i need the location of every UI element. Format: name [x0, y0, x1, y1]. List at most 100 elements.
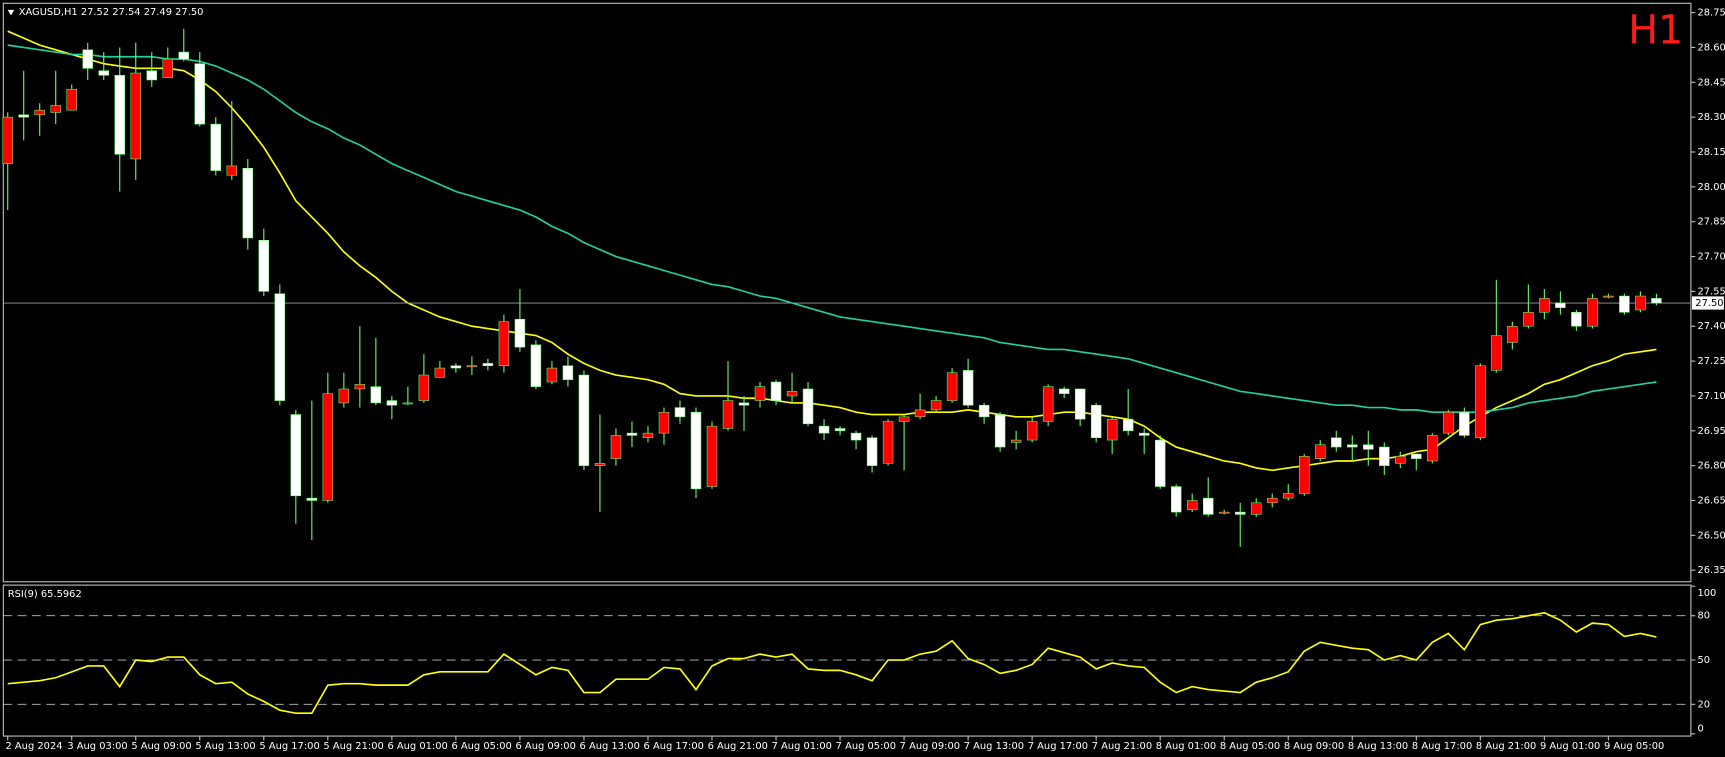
y-tick-label: 28.15	[1697, 147, 1725, 158]
x-tick-label: 9 Aug 01:00	[1540, 741, 1600, 752]
candle-body	[322, 393, 334, 501]
candle-body	[1186, 500, 1198, 511]
candle-body	[658, 411, 670, 434]
candle-body	[226, 165, 238, 176]
x-tick-label: 6 Aug 01:00	[387, 741, 447, 752]
candle-body	[386, 400, 398, 406]
candle-body	[1074, 388, 1086, 420]
x-tick-label: 2 Aug 2024	[6, 741, 63, 752]
x-tick-label: 7 Aug 13:00	[964, 741, 1024, 752]
y-tick-label: 26.95	[1697, 426, 1725, 437]
candle-body	[1491, 335, 1502, 371]
candle-body	[1523, 312, 1534, 327]
candle-body	[1331, 437, 1342, 448]
candle-body	[146, 70, 157, 81]
candle-body	[114, 75, 125, 155]
y-tick-label: 26.35	[1697, 565, 1725, 576]
candle-body	[786, 391, 798, 397]
candle-body	[594, 463, 606, 466]
candle-body	[258, 240, 270, 292]
y-tick-label: 27.85	[1697, 217, 1725, 228]
candle-body	[866, 437, 878, 466]
current-price-label: 27.50	[1695, 298, 1723, 309]
candle-body	[898, 416, 910, 422]
candle-body	[610, 435, 622, 459]
candle-body	[850, 432, 862, 441]
x-tick-label: 6 Aug 05:00	[451, 741, 511, 752]
candle-body	[562, 365, 574, 380]
candle-body	[1106, 418, 1118, 441]
candle-body	[690, 411, 702, 490]
candle-body	[1395, 456, 1406, 464]
candle-body	[1539, 298, 1550, 313]
candle-body	[738, 402, 750, 406]
candle-body	[482, 363, 494, 367]
current-price-box	[1691, 296, 1724, 310]
candle-body	[1283, 493, 1294, 499]
candle-body	[1475, 365, 1486, 439]
candle-body	[1251, 502, 1262, 515]
candle-body	[498, 321, 510, 367]
candle-body	[1587, 298, 1598, 327]
menu-arrow	[7, 9, 15, 16]
y-tick-label: 26.65	[1697, 495, 1725, 506]
x-tick-label: 8 Aug 17:00	[1412, 741, 1472, 752]
y-tick-label: 20	[1697, 699, 1710, 710]
x-tick-label: 7 Aug 01:00	[772, 741, 832, 752]
candle-body	[1170, 486, 1182, 513]
x-tick-label: 8 Aug 21:00	[1476, 741, 1536, 752]
y-tick-label: 27.70	[1697, 252, 1725, 263]
x-tick-label: 7 Aug 05:00	[836, 741, 896, 752]
candle-body	[1571, 312, 1582, 327]
candle-body	[946, 372, 958, 401]
x-tick-label: 3 Aug 03:00	[67, 741, 127, 752]
candle-body	[1058, 388, 1070, 394]
y-tick-label: 100	[1697, 588, 1716, 599]
y-tick-label: 27.55	[1697, 286, 1725, 297]
candle-body	[1138, 432, 1150, 436]
x-tick-label: 6 Aug 13:00	[580, 741, 640, 752]
candle-body	[930, 400, 942, 411]
y-tick-label: 27.25	[1697, 356, 1725, 367]
candle-body	[194, 63, 206, 125]
candle-body	[962, 370, 974, 406]
candle-body	[1315, 444, 1326, 459]
candle-body	[178, 51, 190, 60]
candle-body	[1042, 386, 1054, 422]
candle-body	[642, 432, 654, 439]
candle-body	[418, 374, 430, 401]
candle-body	[1010, 439, 1022, 443]
candle-body	[242, 167, 254, 239]
candle-body	[34, 109, 45, 116]
chart-title: XAGUSD,H1 27.52 27.54 27.49 27.50	[19, 7, 204, 18]
candle-body	[274, 293, 286, 401]
y-tick-label: 27.10	[1697, 391, 1725, 402]
candle-body	[1603, 295, 1614, 298]
x-tick-label: 6 Aug 17:00	[644, 741, 704, 752]
candle-body	[402, 402, 414, 405]
timeframe-label: H1	[1628, 8, 1683, 54]
candle-body	[834, 428, 846, 432]
y-tick-label: 28.75	[1697, 8, 1725, 19]
x-tick-label: 5 Aug 17:00	[259, 741, 319, 752]
candle-body	[66, 88, 77, 111]
x-tick-label: 6 Aug 21:00	[708, 741, 768, 752]
candle-body	[1651, 298, 1662, 304]
candle-body	[2, 116, 13, 164]
candle-body	[290, 414, 302, 497]
x-tick-label: 8 Aug 13:00	[1348, 741, 1408, 752]
candle-body	[306, 497, 318, 501]
candle-body	[1235, 511, 1246, 515]
candle-body	[1347, 444, 1358, 448]
candle-body	[706, 425, 718, 487]
y-tick-label: 80	[1697, 611, 1710, 622]
candle-body	[338, 388, 350, 404]
y-tick-label: 28.30	[1697, 112, 1725, 123]
candle-body	[1411, 453, 1422, 459]
candle-body	[1459, 411, 1470, 436]
moving-average-line	[7, 44, 1657, 414]
candle-body	[802, 388, 814, 425]
x-tick-label: 5 Aug 21:00	[323, 741, 383, 752]
candle-body	[1267, 497, 1278, 504]
